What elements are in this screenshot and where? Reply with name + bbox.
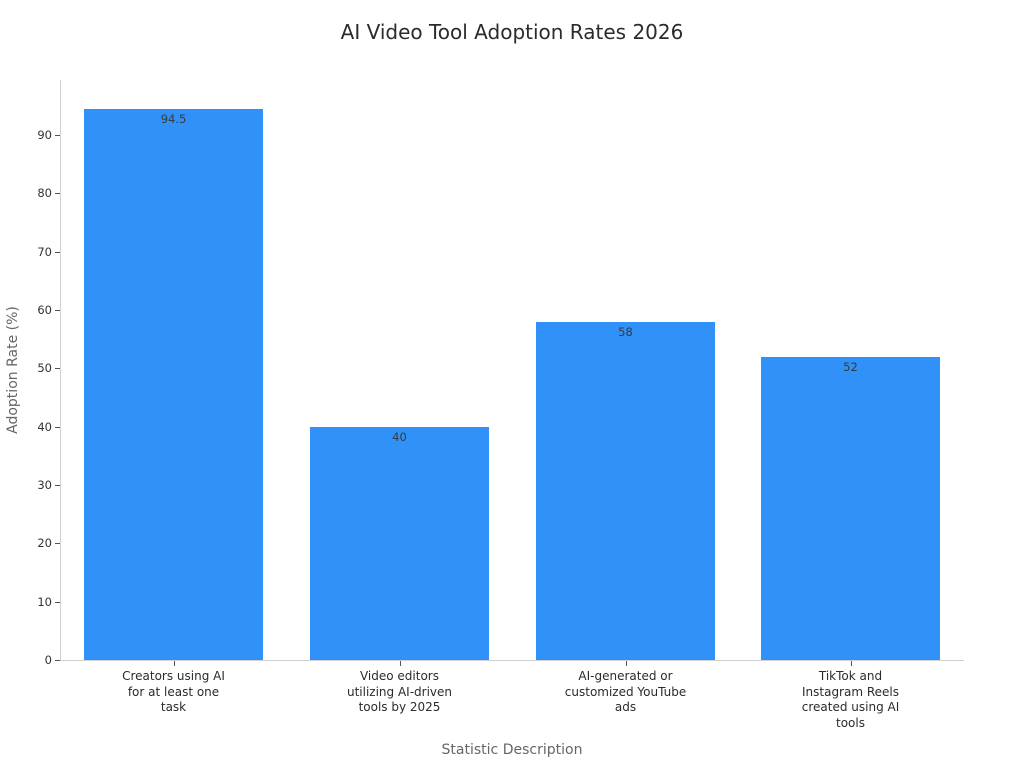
x-tick-label-line: Creators using AI [122,669,225,683]
bar-value-label: 40 [392,429,407,444]
y-tick-mark [55,368,60,370]
y-tick-label: 60 [37,302,52,317]
x-tick-mark [851,661,852,666]
x-tick-label-line: created using AI [801,700,900,714]
y-axis-title: Adoption Rate (%) [5,306,21,434]
x-tick-label-line: utilizing AI-driven [346,684,453,699]
y-tick-mark [55,484,60,486]
y-tick-mark [55,251,60,253]
y-tick-label: 0 [44,653,52,667]
y-tick: 10 [0,595,60,616]
y-tick: 0 [0,653,60,674]
y-tick: 60 [0,303,60,324]
y-axis-line [60,80,61,661]
x-tick-label-line: ads [614,700,637,714]
y-tick-mark [55,660,60,661]
bar-value-label: 94.5 [160,111,187,126]
x-axis-title: Statistic Description [441,742,583,758]
x-tick-label-line: tools by 2025 [358,700,441,714]
bar: 52 [761,356,940,660]
y-tick-label: 10 [37,594,52,609]
bar: 40 [310,426,489,660]
bar-value-label: 52 [843,359,858,374]
y-tick-mark [55,543,60,545]
y-tick: 40 [0,420,60,441]
x-tick-label-line: tools [836,715,865,730]
bar: 94.5 [84,108,263,660]
y-tick-mark [55,193,60,195]
x-tick-label-line: Video editors [359,669,439,683]
y-tick-label: 20 [37,536,52,551]
y-tick-label: 70 [37,244,52,259]
y-tick-mark [55,426,60,428]
bar: 58 [536,321,715,660]
x-tick-mark [626,661,627,666]
y-tick: 90 [0,128,60,149]
y-tick-mark [55,601,60,603]
y-tick: 70 [0,245,60,266]
x-tick-mark [400,661,401,666]
bar-value-label: 58 [618,324,633,339]
x-axis-line [60,660,964,661]
chart-title: AI Video Tool Adoption Rates 2026 [340,20,684,44]
y-tick-label: 50 [37,361,52,376]
x-tick-label-line: customized YouTube [564,684,687,699]
x-tick-label: AI-generated or customized YouTube ads [536,669,716,716]
x-tick-label: Video editors utilizing AI-driven tools by… [310,669,490,716]
x-tick-label-line: for at least one [127,684,220,699]
x-tick-mark [174,661,175,666]
x-tick-label: Creators using AI for at least one task [84,669,264,716]
y-tick-label: 40 [37,419,52,434]
y-tick-mark [55,309,60,311]
y-tick-label: 80 [37,186,52,201]
y-tick-mark [55,134,60,136]
y-tick: 30 [0,478,60,499]
y-tick: 80 [0,186,60,207]
y-tick: 20 [0,536,60,557]
y-tick-label: 90 [37,127,52,142]
x-tick-label-line: AI-generated or [578,669,673,683]
y-tick-label: 30 [37,477,52,492]
x-tick-label-line: Instagram Reels [801,684,899,699]
x-tick-label: TikTok and Instagram Reels created using A… [761,669,941,731]
x-tick-label-line: TikTok and [818,669,883,683]
x-tick-label-line: task [160,700,187,714]
y-tick: 50 [0,361,60,382]
